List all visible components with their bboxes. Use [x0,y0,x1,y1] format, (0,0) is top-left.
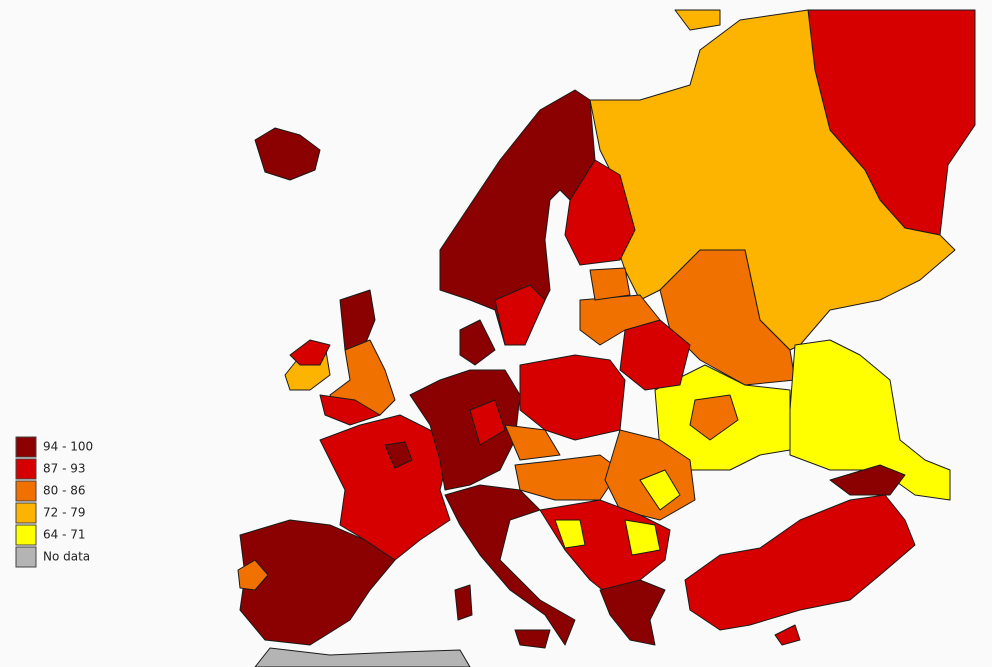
region [589,9,956,351]
region [384,441,413,469]
legend-swatch [15,436,37,458]
legend-label: 72 - 79 [43,506,86,520]
region [579,294,661,346]
region [319,414,451,561]
legend-label: 87 - 93 [43,462,86,476]
regions [237,9,976,667]
region [254,127,321,181]
legend-swatch [15,458,37,480]
region [674,9,721,31]
legend-label: No data [43,550,90,564]
region [504,424,561,461]
region [639,469,681,511]
region [289,339,331,366]
legend-swatch [15,546,37,568]
legend-label: 80 - 86 [43,484,86,498]
region [459,319,496,366]
region [319,394,381,426]
legend-swatch [15,480,37,502]
region [454,584,473,621]
region [564,159,636,266]
region [554,519,586,549]
region [469,399,506,446]
region [829,464,906,496]
region [339,289,376,351]
region [514,629,551,649]
legend-label: 94 - 100 [43,440,93,454]
legend-label: 64 - 71 [43,528,86,542]
region [409,369,521,491]
region [789,339,951,501]
region [624,519,661,556]
legend-swatch [15,502,37,524]
region [774,624,801,646]
region [444,484,576,646]
region [684,494,916,631]
region [599,579,666,646]
region [589,267,631,301]
region [254,647,471,667]
region [237,559,269,591]
legend-swatch [15,524,37,546]
region [494,284,546,346]
region [689,394,739,441]
region [239,519,396,646]
legend: 94 - 100 87 - 93 80 - 86 72 - 79 64 - 71 No d… [15,436,93,568]
